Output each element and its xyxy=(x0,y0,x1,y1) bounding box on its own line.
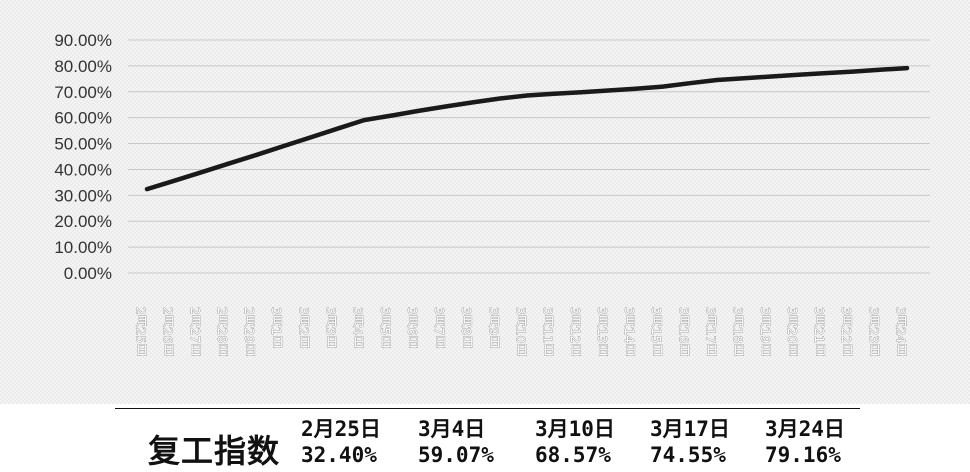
summary-date: 3月24日 xyxy=(765,417,845,441)
y-tick-label: 60.00% xyxy=(54,109,112,128)
summary-date: 3月17日 xyxy=(650,417,730,441)
summary-item: 3月10日 68.57% xyxy=(535,416,647,468)
x-tick-label: 3月18日 xyxy=(731,307,746,356)
summary-date: 3月10日 xyxy=(535,417,615,441)
x-tick-label: 3月1日 xyxy=(269,307,284,348)
x-tick-label: 3月14日 xyxy=(622,307,637,356)
index-title: 复工指数 xyxy=(148,432,281,470)
x-tick-label: 3月8日 xyxy=(459,307,474,348)
gridlines xyxy=(128,39,930,274)
x-tick-label: 3月20日 xyxy=(785,307,800,356)
summary-item: 2月25日 32.40% xyxy=(301,416,413,468)
summary-value: 79.16% xyxy=(765,443,841,467)
x-tick-label: 3月5日 xyxy=(378,307,393,348)
x-tick-label: 3月10日 xyxy=(514,307,529,356)
summary-date: 3月4日 xyxy=(418,417,486,441)
y-tick-label: 10.00% xyxy=(54,238,112,257)
line-chart: 90.00% 80.00% 70.00% 60.00% 50.00% 40.00% 30.0… xyxy=(54,31,930,357)
x-tick-label: 3月15日 xyxy=(649,307,664,356)
series-layer xyxy=(144,65,910,192)
x-tick-label: 3月11日 xyxy=(541,307,556,356)
summary-value: 32.40% xyxy=(301,443,377,467)
x-tick-label: 3月4日 xyxy=(351,307,366,348)
x-tick-label: 3月23日 xyxy=(866,307,881,356)
x-tick-label: 3月22日 xyxy=(839,307,854,356)
x-tick-label: 3月21日 xyxy=(812,307,827,356)
x-tick-label: 3月6日 xyxy=(405,307,420,348)
y-tick-label: 0.00% xyxy=(64,264,112,283)
x-tick-label: 3月19日 xyxy=(758,307,773,356)
y-tick-label: 70.00% xyxy=(54,83,112,102)
y-axis-ticks: 90.00% 80.00% 70.00% 60.00% 50.00% 40.00% 30.0… xyxy=(54,31,112,283)
series-line xyxy=(144,65,910,192)
x-tick-label: 2月28日 xyxy=(215,307,230,356)
summary-item: 3月17日 74.55% xyxy=(650,416,762,468)
x-tick-label: 2月25日 xyxy=(134,307,149,356)
summary-item: 3月24日 79.16% xyxy=(765,416,877,468)
x-tick-label: 2月27日 xyxy=(188,307,203,356)
y-tick-label: 40.00% xyxy=(54,160,112,179)
summary-item: 3月4日 59.07% xyxy=(418,416,530,468)
x-tick-label: 3月7日 xyxy=(432,307,447,348)
summary-divider xyxy=(115,408,860,409)
y-tick-label: 90.00% xyxy=(54,31,112,50)
x-tick-label: 3月2日 xyxy=(296,307,311,348)
x-axis-ticks: 2月25日 2月26日 2月27日 2月28日 2月29日 3月1日 3月2日 3月3日 3月4… xyxy=(133,307,909,357)
x-tick-label: 3月12日 xyxy=(568,307,583,356)
y-tick-label: 20.00% xyxy=(54,212,112,231)
summary-value: 68.57% xyxy=(535,443,611,467)
y-tick-label: 30.00% xyxy=(54,186,112,205)
x-tick-label: 3月3日 xyxy=(324,307,339,348)
x-tick-label: 3月9日 xyxy=(486,307,501,348)
y-tick-label: 50.00% xyxy=(54,135,112,154)
x-tick-label: 2月29日 xyxy=(242,307,257,356)
chart-area xyxy=(0,0,970,404)
x-tick-label: 3月24日 xyxy=(894,307,909,356)
summary-date: 2月25日 xyxy=(301,417,381,441)
summary-value: 59.07% xyxy=(418,443,494,467)
x-tick-label: 2月26日 xyxy=(161,307,176,356)
y-tick-label: 80.00% xyxy=(54,57,112,76)
summary-value: 74.55% xyxy=(650,443,726,467)
x-tick-label: 3月13日 xyxy=(595,307,610,356)
x-tick-label: 3月16日 xyxy=(676,307,691,356)
x-tick-label: 3月17日 xyxy=(704,307,719,356)
